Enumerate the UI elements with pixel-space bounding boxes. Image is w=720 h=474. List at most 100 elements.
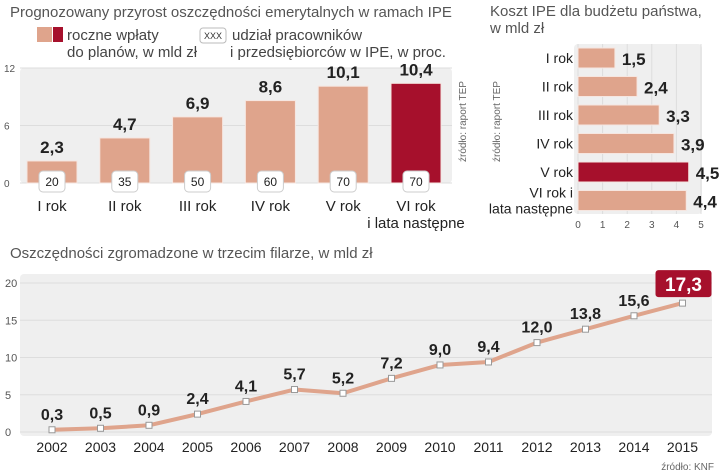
chart2-bar [577, 76, 638, 97]
chart3-point [145, 421, 153, 429]
chart2-bar [577, 47, 616, 69]
legend-swatch-bar [37, 27, 52, 42]
chart2-source: źródło: raport TEP [492, 81, 503, 162]
chart2-xtick: 5 [698, 220, 704, 231]
chart3-point [485, 358, 492, 366]
chart2-bar [577, 133, 675, 154]
chart3-point [194, 410, 201, 418]
legend-swatch-highlight [53, 27, 63, 42]
chart1-value-label: 10,4 [399, 60, 433, 79]
chart2-value-label: 4,5 [696, 164, 720, 183]
legend-bar-label: roczne wpłaty [67, 27, 159, 44]
chart1-share-label: 60 [264, 175, 278, 189]
chart3-xtick: 2008 [327, 439, 358, 455]
chart2-category-label: I rok [546, 50, 574, 66]
chart1-category-label: V rok [326, 198, 362, 215]
chart3-value-label: 17,3 [665, 275, 702, 296]
chart1-share-pill [38, 170, 66, 193]
chart3-xtick: 2002 [36, 439, 67, 455]
chart3-point [388, 374, 395, 382]
chart1-title: Prognozowany przyrost oszczędności emery… [10, 4, 452, 21]
chart3-xtick: 2005 [182, 439, 213, 455]
chart2-bar [577, 190, 687, 211]
chart3-ytick: 15 [5, 315, 17, 327]
chart1-share-label: 70 [409, 175, 423, 189]
legend-pill [199, 27, 227, 44]
chart3-source: źródło: KNF [661, 462, 714, 473]
chart3-xtick: 2013 [570, 439, 601, 455]
chart2-bar [577, 104, 660, 126]
chart2-xtick: 4 [674, 220, 680, 231]
chart3-point [533, 339, 541, 347]
chart1-share-pill [184, 170, 212, 193]
chart3-point [242, 397, 250, 405]
chart3-xtick: 2003 [85, 439, 116, 455]
chart2-value-label: 3,9 [681, 136, 705, 155]
chart3-ytick: 20 [5, 278, 17, 290]
chart1-value-label: 2,3 [40, 138, 64, 157]
chart2-category-label: III rok [538, 107, 574, 123]
chart2-category-label: V rok [540, 164, 574, 180]
chart1-value-label: 10,1 [327, 63, 360, 82]
chart3-value-label: 7,2 [380, 355, 402, 372]
chart3-value-label: 4,1 [235, 378, 257, 395]
chart1-bar [390, 82, 442, 184]
chart3-xtick: 2006 [230, 439, 261, 455]
chart3-value-label: 15,6 [618, 293, 649, 310]
legend-pill-text: XXX [204, 31, 222, 41]
chart2-category-label: II rok [542, 79, 574, 95]
chart2-category-label: VI rok i [529, 185, 573, 201]
legend-share-label-2: i przedsiębiorców w IPE, w proc. [230, 44, 446, 61]
chart2-bar [577, 161, 690, 183]
chart2-xtick: 2 [624, 220, 630, 231]
chart3-value-label: 13,8 [570, 306, 601, 323]
chart1-ytick: 0 [4, 179, 10, 190]
chart3-xtick: 2012 [521, 439, 552, 455]
chart1-category-label: III rok [179, 198, 217, 215]
chart1-category-label: VI rok [396, 198, 436, 215]
chart3-plot-area [20, 274, 712, 436]
legend-share-label: udział pracowników [232, 27, 362, 44]
chart2-value-label: 2,4 [644, 79, 668, 98]
chart3-ytick: 5 [5, 390, 11, 402]
chart3-xtick: 2009 [376, 439, 407, 455]
chart3-value-label: 5,2 [332, 370, 354, 387]
chart3-xtick: 2011 [473, 439, 503, 455]
chart3-point [97, 424, 104, 432]
legend-bar-label-2: do planów, w mld zł [67, 44, 198, 61]
chart3-value-label: 0,9 [138, 402, 160, 419]
chart3-title: Oszczędności zgromadzone w trzecim filar… [10, 245, 373, 262]
chart2-xtick: 1 [600, 220, 606, 231]
chart2-value-label: 1,5 [622, 50, 646, 69]
chart1-share-pill [329, 170, 357, 193]
chart2-value-label: 3,3 [666, 107, 690, 126]
chart2-value-label: 4,4 [693, 193, 717, 212]
chart2-xtick: 0 [575, 220, 581, 231]
chart3-xtick: 2015 [667, 439, 698, 455]
chart3-xtick: 2007 [279, 439, 310, 455]
chart2-category-label: IV rok [536, 136, 574, 152]
chart3-point [48, 426, 56, 434]
chart3-value-label: 2,4 [186, 391, 208, 408]
chart2-xtick: 3 [649, 220, 655, 231]
chart1-value-label: 8,6 [259, 78, 283, 97]
chart3-value-label: 5,7 [283, 367, 305, 384]
chart3-point [582, 325, 589, 333]
chart1-category-label: I rok [37, 198, 67, 215]
chart1-ytick: 12 [4, 64, 16, 75]
chart3-value-label: 9,4 [477, 339, 499, 356]
chart1-value-label: 6,9 [186, 94, 210, 113]
chart3-highlight-box [655, 270, 712, 298]
chart3-point [679, 299, 686, 307]
chart2-plot-area [574, 44, 702, 214]
chart3-point [630, 312, 638, 320]
chart3-value-label: 9,0 [429, 342, 451, 359]
chart2-title-2: w mld zł [489, 20, 545, 37]
chart1-source: źródło: raport TEP [458, 81, 469, 162]
chart1-share-label: 50 [191, 175, 205, 189]
chart2-category-label: lata następne [489, 201, 573, 217]
chart3-xtick: 2010 [424, 439, 455, 455]
chart3-ytick: 10 [5, 353, 17, 365]
chart3-value-label: 0,3 [41, 407, 63, 424]
